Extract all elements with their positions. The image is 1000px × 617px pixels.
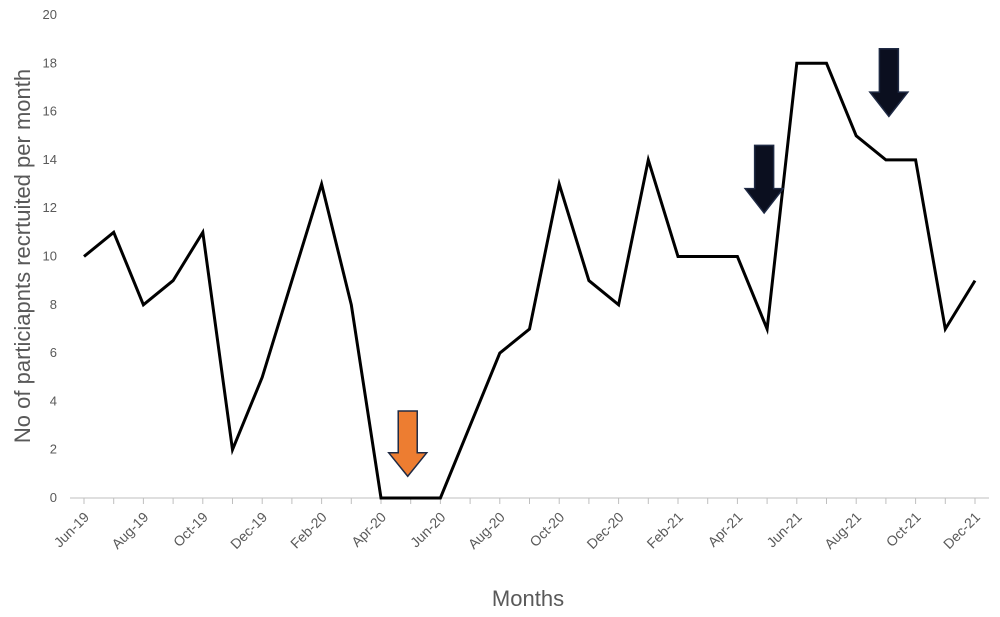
x-tick-label: Apr-21 — [704, 509, 745, 550]
annotation-arrow-icon — [743, 144, 785, 215]
x-tick-label: Apr-20 — [348, 509, 389, 550]
annotation-arrow-icon — [387, 410, 429, 478]
x-tick-label: Aug-19 — [108, 509, 151, 552]
x-tick-label: Feb-20 — [287, 509, 330, 552]
x-tick-label: Jun-19 — [51, 509, 93, 551]
annotation-arrow-icon — [868, 48, 910, 118]
series-layer — [83, 61, 977, 500]
x-tick-label: Aug-20 — [465, 509, 508, 552]
y-tick-label: 16 — [43, 104, 57, 119]
y-axis-title: No of particiapnts recrtuited per month — [10, 69, 35, 443]
x-tick-label: Oct-20 — [526, 509, 567, 550]
y-tick-label: 0 — [50, 490, 57, 505]
y-axis-ticks: 0 2 4 6 8 10 12 14 16 18 20 — [43, 7, 57, 505]
y-tick-label: 20 — [43, 7, 57, 22]
series-line — [83, 61, 977, 500]
y-tick-label: 18 — [43, 55, 57, 70]
y-tick-label: 10 — [43, 249, 57, 264]
x-tick-label: Dec-21 — [940, 509, 983, 552]
x-tick-label: Aug-21 — [821, 509, 864, 552]
annotation-layer — [387, 48, 910, 478]
x-tick-label: Jun-21 — [763, 509, 805, 551]
y-tick-label: 2 — [50, 442, 57, 457]
x-axis-title: Months — [492, 586, 564, 611]
x-tick-label: Oct-21 — [883, 509, 924, 550]
x-tick-label: Oct-19 — [170, 509, 211, 550]
x-tick-label: Dec-19 — [227, 509, 270, 552]
y-tick-label: 4 — [50, 393, 57, 408]
x-tick-label: Dec-20 — [583, 509, 626, 552]
y-tick-label: 14 — [43, 152, 57, 167]
y-tick-label: 6 — [50, 345, 57, 360]
y-tick-label: 12 — [43, 200, 57, 215]
y-tick-label: 8 — [50, 297, 57, 312]
x-axis-ticks: Jun-19 Aug-19 Oct-19 Dec-19 Feb-20 Apr-20 Jun-… — [51, 498, 983, 552]
x-tick-label: Feb-21 — [643, 509, 686, 552]
x-tick-label: Jun-20 — [407, 509, 449, 551]
